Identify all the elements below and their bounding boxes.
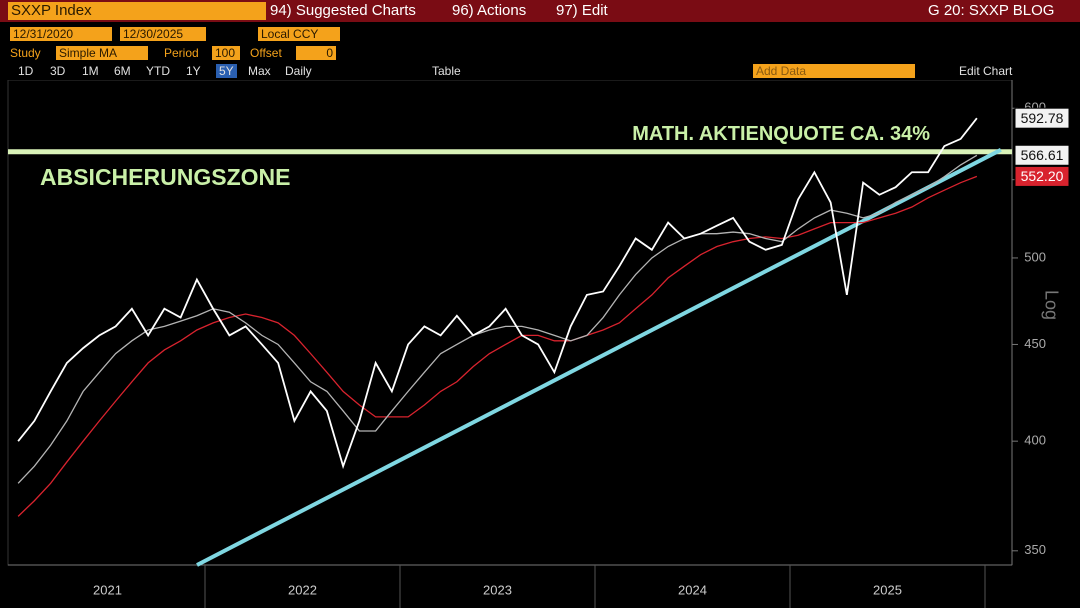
price-line bbox=[17, 175, 978, 517]
range-button[interactable]: 6M bbox=[114, 64, 131, 78]
period-label: Period bbox=[164, 46, 199, 60]
period[interactable]: 100 bbox=[212, 46, 240, 60]
price-line bbox=[17, 117, 978, 470]
annotation: MATH. AKTIENQUOTE CA. 34% bbox=[632, 123, 930, 145]
y-axis-label: Log bbox=[1041, 290, 1061, 320]
x-tick-label: 2024 bbox=[678, 582, 707, 597]
offset-label: Offset bbox=[250, 46, 282, 60]
annotation: ABSICHERUNGSZONE bbox=[40, 164, 290, 190]
x-tick-label: 2025 bbox=[873, 582, 902, 597]
y-tick-label: 400 bbox=[1024, 433, 1046, 448]
menu[interactable]: 94) Suggested Charts bbox=[270, 2, 416, 19]
frequency[interactable]: Daily bbox=[285, 64, 312, 78]
x-tick-label: 2023 bbox=[483, 582, 512, 597]
title-bar: SXXP Index 94) Suggested Charts 96) Acti… bbox=[0, 0, 1080, 22]
controls: 12/31/2020 12/30/2025 Local CCY Study Si… bbox=[0, 24, 1080, 80]
value-label-box bbox=[1014, 144, 1070, 166]
range-button[interactable]: 1D bbox=[18, 64, 34, 78]
x-tick-label: 2022 bbox=[288, 582, 317, 597]
value-label: 552.20 bbox=[1021, 168, 1064, 184]
start-date[interactable]: 12/31/2020 bbox=[10, 27, 112, 41]
price-line bbox=[17, 154, 978, 484]
table-button[interactable]: Table bbox=[432, 64, 461, 78]
study-label: Study bbox=[10, 46, 41, 60]
offset[interactable]: 0 bbox=[296, 46, 336, 60]
x-tick-label: 2021 bbox=[93, 582, 122, 597]
range-button[interactable]: 3D bbox=[50, 64, 66, 78]
y-tick-label: 500 bbox=[1024, 249, 1046, 264]
range-button[interactable]: 1M bbox=[82, 64, 99, 78]
range-button[interactable]: 5Y bbox=[216, 64, 237, 78]
menu[interactable]: 96) Actions bbox=[452, 2, 527, 19]
range-button[interactable]: YTD bbox=[146, 64, 170, 78]
currency[interactable]: Local CCY bbox=[258, 27, 340, 41]
y-tick-label: 450 bbox=[1024, 336, 1046, 351]
edit-chart[interactable]: Edit Chart bbox=[959, 64, 1013, 78]
add-data[interactable]: Add Data bbox=[753, 64, 915, 78]
value-label: 592.78 bbox=[1021, 110, 1064, 126]
value-label-box bbox=[1014, 165, 1070, 187]
y-tick-label: 350 bbox=[1024, 542, 1046, 557]
study[interactable]: Simple MA bbox=[56, 46, 148, 60]
range-button[interactable]: Max bbox=[248, 64, 271, 78]
value-label-box bbox=[1014, 107, 1070, 129]
trend-line bbox=[196, 148, 1002, 567]
range-button[interactable]: 1Y bbox=[186, 64, 201, 78]
menu[interactable]: 97) Edit bbox=[556, 2, 608, 19]
launchpad[interactable]: G 20: SXXP BLOG bbox=[928, 2, 1055, 19]
chart: 350400450500550600Log2021202220232024202… bbox=[7, 80, 1070, 608]
security-field[interactable]: SXXP Index bbox=[8, 2, 266, 20]
value-label: 566.61 bbox=[1021, 147, 1064, 163]
end-date[interactable]: 12/30/2025 bbox=[120, 27, 206, 41]
